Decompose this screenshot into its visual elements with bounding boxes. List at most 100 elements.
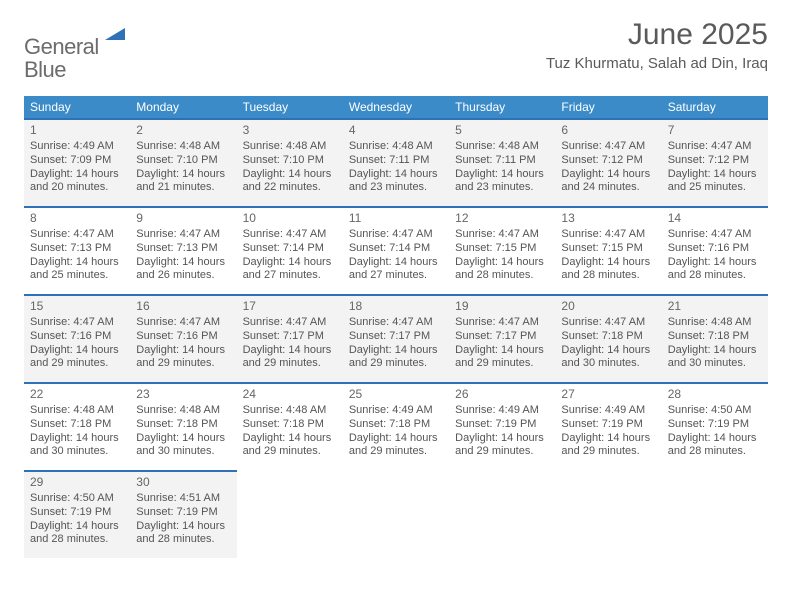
daylight-line-1: Daylight: 14 hours (243, 432, 337, 446)
daylight-line-2: and 28 minutes. (30, 533, 124, 547)
sunset-line: Sunset: 7:17 PM (349, 330, 443, 344)
daylight-line-1: Daylight: 14 hours (30, 256, 124, 270)
daylight-line-2: and 29 minutes. (136, 357, 230, 371)
day-number: 1 (30, 123, 124, 138)
weekday-header: Saturday (662, 96, 768, 118)
calendar-cell: 3Sunrise: 4:48 AMSunset: 7:10 PMDaylight… (237, 118, 343, 206)
sunrise-line: Sunrise: 4:48 AM (30, 404, 124, 418)
sunset-line: Sunset: 7:14 PM (243, 242, 337, 256)
daylight-line-2: and 28 minutes. (136, 533, 230, 547)
calendar-cell: 15Sunrise: 4:47 AMSunset: 7:16 PMDayligh… (24, 294, 130, 382)
daylight-line-2: and 26 minutes. (136, 269, 230, 283)
daylight-line-1: Daylight: 14 hours (455, 432, 549, 446)
calendar-grid: SundayMondayTuesdayWednesdayThursdayFrid… (24, 96, 768, 558)
daylight-line-1: Daylight: 14 hours (136, 168, 230, 182)
sunset-line: Sunset: 7:12 PM (668, 154, 762, 168)
sunrise-line: Sunrise: 4:47 AM (30, 316, 124, 330)
daylight-line-1: Daylight: 14 hours (668, 344, 762, 358)
calendar-cell: 1Sunrise: 4:49 AMSunset: 7:09 PMDaylight… (24, 118, 130, 206)
sunrise-line: Sunrise: 4:49 AM (561, 404, 655, 418)
calendar-cell: 23Sunrise: 4:48 AMSunset: 7:18 PMDayligh… (130, 382, 236, 470)
logo: General Blue (24, 26, 125, 82)
daylight-line-1: Daylight: 14 hours (455, 256, 549, 270)
weekday-header: Sunday (24, 96, 130, 118)
day-number: 15 (30, 299, 124, 314)
calendar-cell: 19 Sunrise: 4:47 AMSunset: 7:17 PMDayligh… (449, 294, 555, 382)
daylight-line-2: and 29 minutes. (243, 445, 337, 459)
sunrise-line: Sunrise: 4:50 AM (668, 404, 762, 418)
day-number: 30 (136, 475, 230, 490)
sunrise-line: Sunrise: 4:47 AM (455, 228, 549, 242)
calendar-cell: 17Sunrise: 4:47 AMSunset: 7:17 PMDayligh… (237, 294, 343, 382)
daylight-line-2: and 30 minutes. (561, 357, 655, 371)
sunset-line: Sunset: 7:16 PM (668, 242, 762, 256)
daylight-line-2: and 29 minutes. (243, 357, 337, 371)
daylight-line-2: and 24 minutes. (561, 181, 655, 195)
calendar-cell: 14Sunrise: 4:47 AMSunset: 7:16 PMDayligh… (662, 206, 768, 294)
title-block: June 2025 Tuz Khurmatu, Salah ad Din, Ir… (546, 18, 768, 72)
daylight-line-2: and 25 minutes. (668, 181, 762, 195)
sunrise-line: Sunrise: 4:48 AM (349, 140, 443, 154)
day-number: 28 (668, 387, 762, 402)
daylight-line-1: Daylight: 14 hours (349, 168, 443, 182)
sunrise-line: Sunrise: 4:51 AM (136, 492, 230, 506)
weekday-header: Tuesday (237, 96, 343, 118)
sunset-line: Sunset: 7:19 PM (668, 418, 762, 432)
daylight-line-2: and 20 minutes. (30, 181, 124, 195)
day-number: 16 (136, 299, 230, 314)
sunset-line: Sunset: 7:18 PM (136, 418, 230, 432)
sunrise-line: Sunrise: 4:50 AM (30, 492, 124, 506)
sunrise-line: Sunrise: 4:48 AM (668, 316, 762, 330)
sunrise-line: Sunrise: 4:47 AM (243, 228, 337, 242)
sunset-line: Sunset: 7:19 PM (561, 418, 655, 432)
day-number: 2 (136, 123, 230, 138)
calendar-cell: 27Sunrise: 4:49 AMSunset: 7:19 PMDayligh… (555, 382, 661, 470)
logo-triangle-icon (105, 26, 125, 40)
calendar-cell: 30Sunrise: 4:51 AMSunset: 7:19 PMDayligh… (130, 470, 236, 558)
sunrise-line: Sunrise: 4:47 AM (349, 316, 443, 330)
sunrise-line: Sunrise: 4:47 AM (668, 228, 762, 242)
day-number: 3 (243, 123, 337, 138)
daylight-line-1: Daylight: 14 hours (668, 256, 762, 270)
day-number: 9 (136, 211, 230, 226)
calendar-cell-empty (237, 470, 343, 558)
sunset-line: Sunset: 7:17 PM (455, 330, 549, 344)
daylight-line-2: and 23 minutes. (455, 181, 549, 195)
calendar-cell: 5Sunrise: 4:48 AMSunset: 7:11 PMDaylight… (449, 118, 555, 206)
daylight-line-1: Daylight: 14 hours (243, 256, 337, 270)
page-title: June 2025 (546, 18, 768, 51)
sunset-line: Sunset: 7:18 PM (30, 418, 124, 432)
sunrise-line: Sunrise: 4:47 AM (561, 140, 655, 154)
sunset-line: Sunset: 7:09 PM (30, 154, 124, 168)
daylight-line-1: Daylight: 14 hours (243, 344, 337, 358)
day-number: 18 (349, 299, 443, 314)
sunset-line: Sunset: 7:10 PM (243, 154, 337, 168)
daylight-line-1: Daylight: 14 hours (455, 344, 549, 358)
daylight-line-1: Daylight: 14 hours (30, 168, 124, 182)
daylight-line-1: Daylight: 14 hours (30, 520, 124, 534)
sunrise-line: Sunrise: 4:47 AM (243, 316, 337, 330)
daylight-line-2: and 29 minutes. (455, 357, 549, 371)
day-number: 10 (243, 211, 337, 226)
sunset-line: Sunset: 7:19 PM (136, 506, 230, 520)
day-number: 23 (136, 387, 230, 402)
day-number: 8 (30, 211, 124, 226)
sunset-line: Sunset: 7:18 PM (561, 330, 655, 344)
sunset-line: Sunset: 7:18 PM (243, 418, 337, 432)
calendar-cell-empty (343, 470, 449, 558)
weekday-header: Thursday (449, 96, 555, 118)
daylight-line-2: and 29 minutes. (455, 445, 549, 459)
daylight-line-1: Daylight: 14 hours (243, 168, 337, 182)
calendar-cell: 18Sunrise: 4:47 AMSunset: 7:17 PMDayligh… (343, 294, 449, 382)
day-number: 19 (455, 299, 549, 314)
sunset-line: Sunset: 7:15 PM (561, 242, 655, 256)
weekday-header: Friday (555, 96, 661, 118)
daylight-line-2: and 28 minutes. (668, 269, 762, 283)
calendar-cell: 12Sunrise: 4:47 AMSunset: 7:15 PMDayligh… (449, 206, 555, 294)
calendar-cell: 28Sunrise: 4:50 AMSunset: 7:19 PMDayligh… (662, 382, 768, 470)
day-number: 21 (668, 299, 762, 314)
daylight-line-2: and 28 minutes. (561, 269, 655, 283)
calendar-cell: 13Sunrise: 4:47 AMSunset: 7:15 PMDayligh… (555, 206, 661, 294)
calendar-cell-empty (555, 470, 661, 558)
sunrise-line: Sunrise: 4:47 AM (455, 316, 549, 330)
